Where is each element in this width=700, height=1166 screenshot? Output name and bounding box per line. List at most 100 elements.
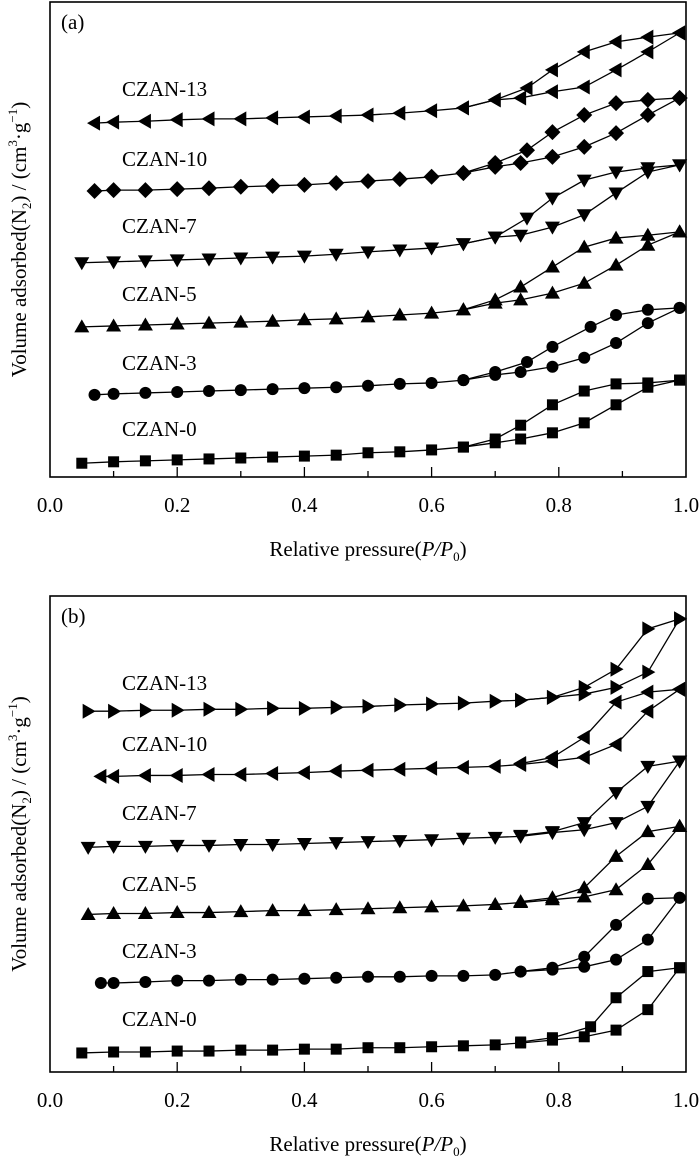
marker-square xyxy=(578,385,590,397)
x-axis-title-text: Relative pressure( xyxy=(269,1132,421,1156)
series-label: CZAN-5 xyxy=(122,872,197,896)
marker-square xyxy=(674,374,686,386)
marker-triangle-up xyxy=(640,237,656,251)
desorption-line xyxy=(463,231,680,311)
marker-triangle-up xyxy=(169,316,185,330)
marker-circle xyxy=(203,385,215,398)
marker-square xyxy=(394,1042,406,1054)
marker-circle xyxy=(578,960,591,973)
marker-circle xyxy=(457,374,470,387)
marker-triangle-up xyxy=(392,900,408,914)
marker-circle xyxy=(610,309,623,322)
marker-circle xyxy=(425,969,438,982)
series-czan-0: CZAN-0 xyxy=(76,962,686,1059)
marker-triangle-up xyxy=(640,856,656,870)
series-label: CZAN-3 xyxy=(122,351,197,375)
marker-triangle-up xyxy=(513,292,529,306)
marker-square xyxy=(546,399,558,411)
marker-triangle-down xyxy=(360,246,376,260)
marker-square xyxy=(298,450,310,462)
marker-circle xyxy=(298,972,311,985)
x-tick-label: 0.6 xyxy=(418,493,444,517)
marker-square xyxy=(457,441,469,453)
marker-square xyxy=(394,446,406,458)
marker-circle xyxy=(266,973,279,986)
marker-triangle-down xyxy=(455,832,471,846)
x-axis-title-text: ) xyxy=(460,537,467,561)
series-czan-0: CZAN-0 xyxy=(76,374,686,469)
marker-triangle-left xyxy=(576,749,590,765)
marker-triangle-down xyxy=(544,826,560,840)
marker-diamond xyxy=(105,182,122,199)
marker-circle xyxy=(362,970,374,983)
marker-diamond xyxy=(137,182,154,199)
marker-square xyxy=(642,966,654,978)
marker-triangle-right xyxy=(330,699,344,715)
marker-circle xyxy=(330,971,343,984)
marker-square xyxy=(426,444,438,456)
marker-circle xyxy=(610,918,623,931)
marker-diamond xyxy=(296,176,313,193)
marker-square xyxy=(330,449,342,461)
marker-triangle-left xyxy=(201,767,215,782)
series-label: CZAN-5 xyxy=(122,282,197,306)
marker-triangle-up xyxy=(233,904,249,918)
marker-triangle-left xyxy=(576,44,590,60)
panel-label: (b) xyxy=(61,604,86,628)
marker-triangle-down xyxy=(106,840,122,854)
marker-triangle-left xyxy=(106,768,120,784)
marker-square xyxy=(515,433,527,445)
marker-triangle-left xyxy=(640,44,654,60)
marker-circle xyxy=(94,976,107,989)
marker-triangle-left xyxy=(424,760,438,776)
marker-triangle-right xyxy=(139,702,153,718)
marker-diamond xyxy=(544,124,561,141)
marker-circle xyxy=(393,970,406,983)
marker-circle xyxy=(425,376,438,389)
series-czan-10: CZAN-10 xyxy=(93,681,686,784)
marker-square xyxy=(578,1031,590,1043)
marker-triangle-right xyxy=(457,695,471,711)
marker-square xyxy=(330,1043,342,1055)
marker-triangle-right xyxy=(642,621,656,637)
marker-triangle-up xyxy=(328,902,344,916)
marker-triangle-down xyxy=(424,834,440,848)
marker-diamond xyxy=(671,89,688,106)
marker-circle xyxy=(234,384,247,397)
marker-circle xyxy=(171,974,184,987)
marker-square xyxy=(610,992,622,1004)
desorption-line xyxy=(520,825,680,903)
marker-triangle-up xyxy=(487,292,503,306)
marker-square xyxy=(515,1036,527,1048)
marker-diamond xyxy=(487,155,504,172)
series-czan-3: CZAN-3 xyxy=(94,891,686,989)
marker-square xyxy=(426,1041,438,1053)
marker-triangle-up xyxy=(137,317,153,331)
series-label: CZAN-10 xyxy=(122,147,207,171)
marker-circle xyxy=(457,969,470,982)
marker-triangle-up xyxy=(265,313,281,327)
marker-triangle-up xyxy=(265,903,281,917)
marker-diamond xyxy=(423,168,440,185)
marker-circle xyxy=(203,974,215,987)
marker-triangle-left xyxy=(93,768,107,784)
marker-triangle-left xyxy=(519,80,533,96)
series-czan-3: CZAN-3 xyxy=(88,301,686,401)
marker-circle xyxy=(107,387,120,400)
marker-square xyxy=(235,1044,247,1056)
marker-triangle-left xyxy=(296,109,310,125)
x-tick-label: 1.0 xyxy=(673,493,699,517)
marker-triangle-down xyxy=(640,162,656,176)
marker-triangle-left xyxy=(455,100,469,116)
marker-square xyxy=(139,455,151,467)
marker-triangle-down xyxy=(360,836,376,850)
marker-square xyxy=(642,1004,654,1016)
marker-triangle-left xyxy=(137,113,151,129)
marker-square xyxy=(642,377,654,389)
marker-triangle-up xyxy=(169,905,185,919)
marker-circle xyxy=(641,892,654,905)
x-tick-label: 0.6 xyxy=(418,1088,444,1112)
marker-triangle-up xyxy=(487,896,503,910)
marker-triangle-left xyxy=(169,112,183,128)
